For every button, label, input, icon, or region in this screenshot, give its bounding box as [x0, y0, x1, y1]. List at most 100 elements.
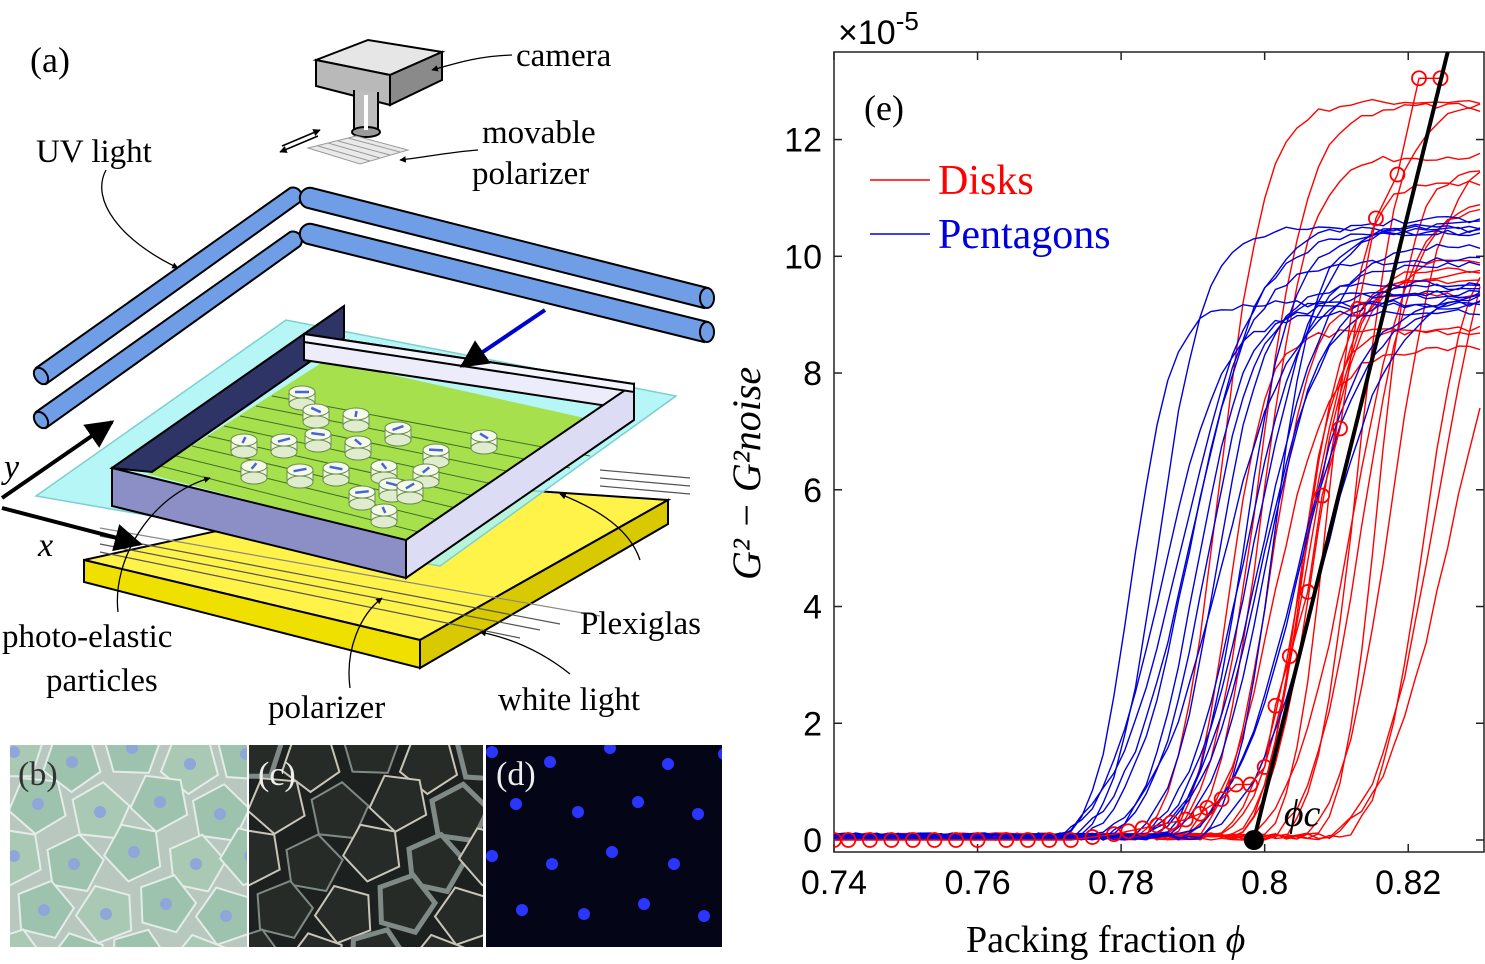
fit-line	[1251, 52, 1450, 841]
stressed-pentagon	[455, 745, 483, 781]
setup-schematic: (a)	[0, 38, 715, 726]
particle-dot	[32, 798, 44, 810]
uv-dot	[510, 798, 522, 810]
uv-dot	[486, 952, 498, 964]
photo-c	[249, 745, 483, 947]
label-polarizer-bottom: polarizer	[268, 690, 385, 726]
x-axis-label-text: Packing fraction	[966, 919, 1216, 961]
x-tick-label: 0.78	[1088, 864, 1154, 902]
uv-dot	[572, 806, 584, 818]
uv-dot	[632, 796, 644, 808]
stressed-pentagon	[457, 827, 483, 887]
x-axis-label-symbol: ϕ	[1226, 919, 1246, 961]
pentagon-particle	[218, 827, 247, 887]
particle-dot	[132, 952, 144, 964]
particle-dot	[126, 745, 138, 754]
particle-mark	[355, 489, 369, 495]
label-uv-light: UV light	[36, 134, 152, 170]
particle-dot	[72, 956, 84, 964]
particle-mark	[277, 437, 291, 443]
particle-dot	[100, 908, 112, 920]
particle-mark	[354, 438, 362, 446]
averaged-point	[861, 832, 878, 848]
stressed-pentagon	[341, 823, 401, 883]
sweep-line	[834, 102, 1481, 841]
averaged-point	[1213, 791, 1230, 808]
particle-dot	[10, 746, 20, 758]
particle-mark	[392, 424, 404, 432]
particle-dot	[38, 904, 50, 916]
pentagon-particle	[10, 928, 38, 947]
averaged-point	[883, 832, 900, 848]
photo-b	[10, 745, 247, 964]
panel-label-b: (b)	[18, 756, 58, 793]
uv-dot	[606, 846, 618, 858]
y-tick-label: 12	[784, 122, 822, 160]
averaged-point	[1149, 817, 1165, 834]
legend-pentagons: Pentagons	[938, 212, 1111, 258]
stressed-pentagon	[343, 745, 399, 774]
stressed-pentagon	[249, 829, 281, 887]
averaged-point	[1332, 420, 1348, 437]
particle-base	[370, 515, 398, 529]
photo-d	[486, 745, 722, 964]
particle-dot	[220, 910, 232, 922]
legend: Disks Pentagons	[870, 158, 1111, 258]
x-tick-label: 0.76	[944, 864, 1010, 902]
particle-mark	[310, 406, 322, 414]
sweep-line	[834, 301, 1481, 841]
particle-dot	[244, 850, 247, 862]
y-exponent: ×10-5	[838, 6, 919, 52]
panel-label-a: (a)	[30, 40, 70, 80]
averaged-point	[1163, 814, 1180, 831]
polarizer-sheet	[99, 469, 691, 639]
uv-dot	[546, 858, 558, 870]
phi-c-symbol: ϕc	[1284, 793, 1321, 835]
stressed-pentagon	[249, 777, 306, 836]
particle-dot	[214, 808, 226, 820]
averaged-point	[1389, 166, 1406, 183]
particle-mark	[479, 432, 489, 440]
label-particles: particles	[46, 663, 158, 699]
averaged-point	[1041, 832, 1058, 848]
particle-mark	[354, 410, 358, 418]
pentagon-particle	[104, 745, 160, 774]
averaged-point	[969, 832, 986, 848]
uv-dot	[668, 858, 680, 870]
stressed-pentagon	[310, 780, 370, 840]
stressed-pentagon	[377, 872, 439, 936]
particle-base	[470, 441, 498, 455]
uv-dot	[692, 808, 704, 820]
x-tick-label: 0.8	[1241, 864, 1288, 902]
averaged-point	[1084, 829, 1101, 845]
particle-mark	[385, 481, 399, 487]
y-exponent-base: ×10	[838, 14, 896, 52]
particle-mark	[381, 506, 387, 514]
pentagon-particle	[181, 933, 227, 947]
averaged-point	[1242, 776, 1259, 793]
sweep-line	[834, 301, 1481, 841]
sweep-line	[834, 308, 1481, 841]
particle-dot	[68, 858, 80, 870]
particle-mark	[250, 462, 258, 470]
averaged-point	[905, 832, 921, 848]
y-tick-label: 6	[803, 472, 822, 510]
uv-dot	[550, 956, 562, 964]
particle-dot	[10, 850, 20, 862]
particle-dot	[184, 758, 196, 770]
leader-lines	[101, 54, 641, 689]
phi-c-point	[1243, 830, 1264, 850]
averaged-point	[1368, 210, 1384, 227]
averaged-point	[1199, 799, 1216, 816]
uv-dot	[604, 745, 616, 754]
label-movable: movable	[482, 115, 596, 151]
y-tick-label: 8	[803, 355, 822, 393]
sweep-line	[834, 299, 1481, 841]
stressed-pentagon	[429, 781, 483, 844]
panel-label-d: (d)	[496, 756, 536, 793]
averaged-point	[1120, 823, 1137, 840]
particle-dot	[240, 748, 247, 760]
y-tick-label: 4	[803, 589, 822, 627]
averaged-point	[1177, 811, 1194, 828]
